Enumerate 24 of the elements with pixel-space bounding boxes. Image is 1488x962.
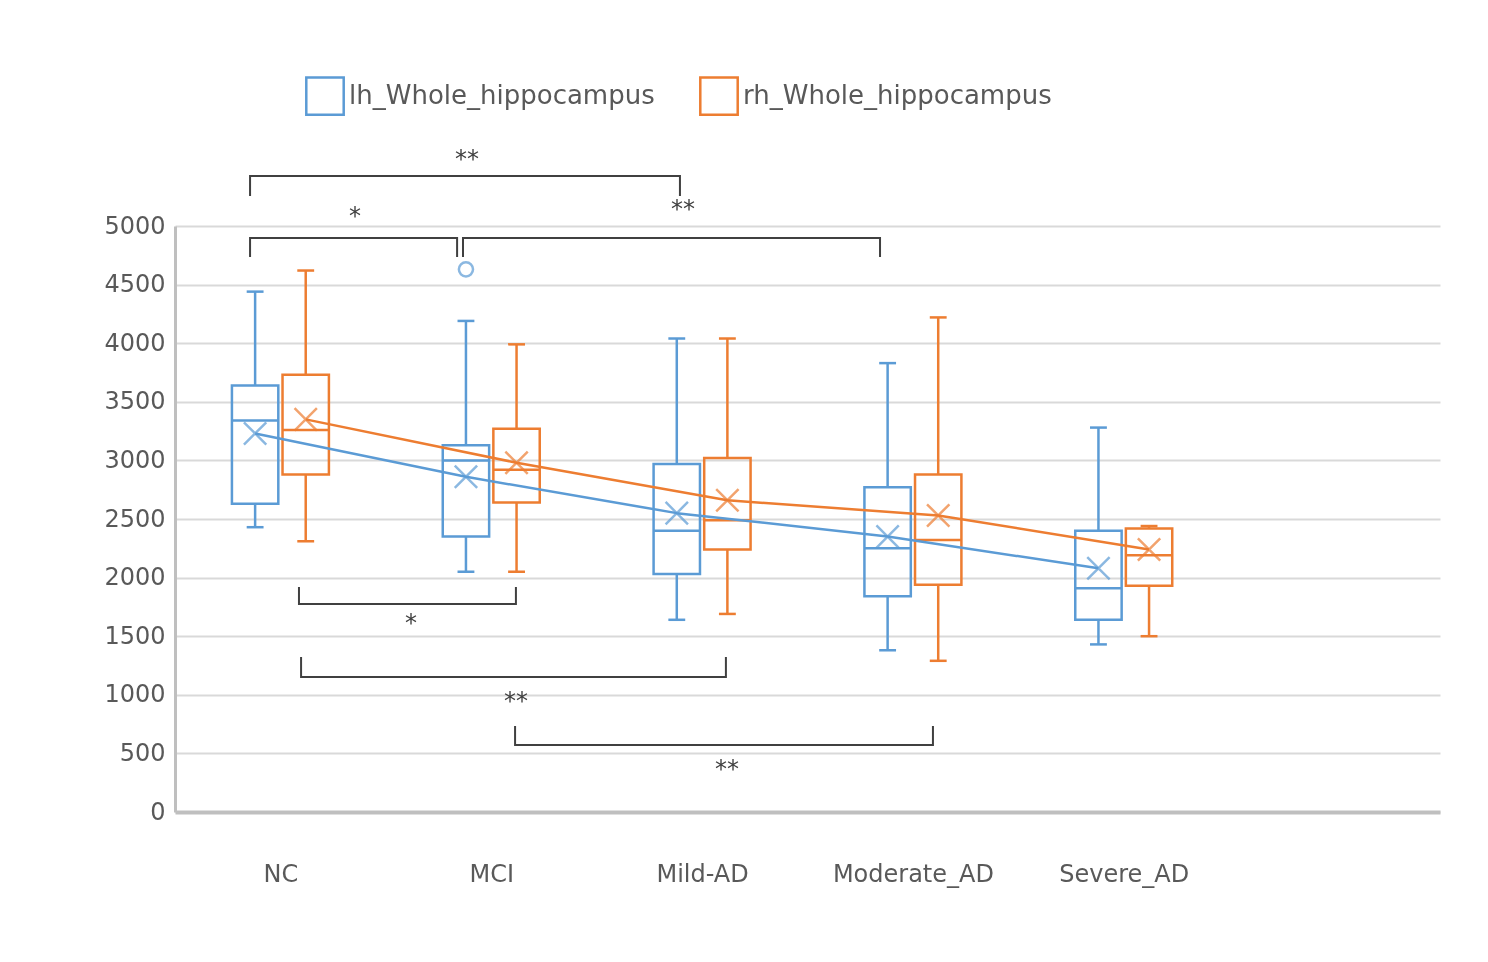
y-tick-label: 500 bbox=[119, 738, 166, 767]
x-tick-label: Severe_AD bbox=[1059, 859, 1190, 888]
legend-label: rh_Whole_hippocampus bbox=[743, 80, 1052, 111]
text: ** bbox=[455, 145, 479, 174]
y-tick-label: 1000 bbox=[104, 680, 166, 709]
y-tick-label: 1500 bbox=[104, 621, 166, 650]
annotation: ** bbox=[714, 754, 739, 783]
text: ** bbox=[671, 194, 696, 223]
y-tick-label: 0 bbox=[150, 797, 166, 826]
x-tick-label: Mild-AD bbox=[656, 859, 749, 888]
y-tick-label: 5000 bbox=[104, 211, 166, 240]
y-tick-label: 2000 bbox=[104, 563, 166, 592]
y-tick-label: 3000 bbox=[104, 445, 166, 474]
annotation: * bbox=[349, 201, 362, 230]
annotation: * bbox=[404, 609, 417, 638]
legend-label: lh_Whole_hippocampus bbox=[349, 80, 655, 111]
x-tick-label: MCI bbox=[469, 859, 515, 888]
y-tick-label: 2500 bbox=[104, 504, 166, 533]
y-tick-label: 4000 bbox=[104, 328, 166, 357]
y-tick-label: 3500 bbox=[104, 387, 166, 416]
x-tick-label: NC bbox=[263, 859, 299, 888]
x-tick-label: Moderate_AD bbox=[832, 859, 994, 888]
annotation: ** bbox=[503, 686, 528, 715]
y-tick-label: 4500 bbox=[104, 270, 166, 299]
